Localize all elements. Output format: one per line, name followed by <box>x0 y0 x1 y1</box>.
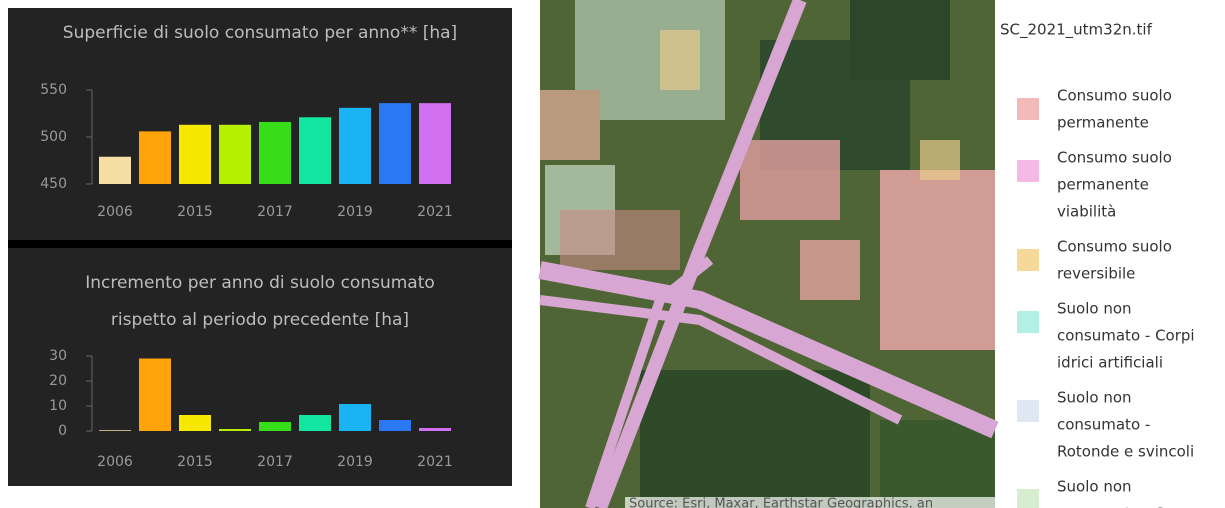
y-tick-label: 450 <box>40 176 67 192</box>
road <box>585 256 714 508</box>
built-area <box>740 140 840 220</box>
chart-title: Incremento per anno di suolo consumato <box>85 273 435 293</box>
legend-label: permanente <box>1057 176 1149 194</box>
reversible-area <box>660 30 700 90</box>
field <box>880 420 995 508</box>
bar <box>419 103 451 184</box>
y-tick-label: 10 <box>49 398 67 414</box>
built-area <box>560 210 680 270</box>
bar <box>299 415 331 431</box>
legend-label: Rotonde e svincoli <box>1057 443 1194 461</box>
bar <box>179 124 211 184</box>
bar <box>299 117 331 184</box>
bar <box>379 420 411 431</box>
legend-label: consumato - Serre <box>1057 505 1195 508</box>
x-tick-label: 2017 <box>257 454 293 470</box>
legend-label: idrici artificiali <box>1057 354 1163 372</box>
bar <box>339 107 371 184</box>
bar <box>219 429 251 431</box>
y-tick-label: 20 <box>49 373 67 389</box>
legend-label: Suolo non <box>1057 478 1132 496</box>
legend-label: viabilità <box>1057 203 1116 221</box>
legend-label: permanente <box>1057 114 1149 132</box>
legend-label: Suolo non <box>1057 389 1132 407</box>
x-tick-label: 2019 <box>337 454 373 470</box>
legend-swatch <box>1017 249 1039 271</box>
map: Source: Esri, Maxar, Earthstar Geographi… <box>538 0 999 508</box>
x-tick-label: 2006 <box>97 204 133 220</box>
bar <box>219 124 251 184</box>
legend-swatch <box>1017 489 1039 508</box>
built-area <box>800 240 860 300</box>
legend-layer: SC_2021_utm32n.tif <box>1000 21 1153 40</box>
legend-label: consumato - <box>1057 416 1150 434</box>
y-tick-label: 30 <box>49 348 67 364</box>
legend-label: Consumo suolo <box>1057 87 1172 105</box>
legend-swatch <box>1017 400 1039 422</box>
x-tick-label: 2017 <box>257 204 293 220</box>
field <box>640 370 870 508</box>
legend-label: Consumo suolo <box>1057 238 1172 256</box>
reversible-area <box>920 140 960 180</box>
bar <box>419 428 451 431</box>
legend-label: reversibile <box>1057 265 1135 283</box>
bar <box>259 422 291 431</box>
built-area <box>880 170 995 350</box>
x-tick-label: 2015 <box>177 204 213 220</box>
bar <box>139 358 171 431</box>
x-tick-label: 2021 <box>417 454 453 470</box>
bar <box>99 430 131 431</box>
y-tick-label: 550 <box>40 82 67 98</box>
map-attribution: Source: Esri, Maxar, Earthstar Geographi… <box>629 497 933 508</box>
y-tick-label: 0 <box>58 423 67 439</box>
legend-swatch <box>1017 160 1039 182</box>
bar <box>259 121 291 184</box>
road <box>593 0 807 508</box>
bar <box>379 103 411 184</box>
bar <box>99 156 131 184</box>
road <box>539 295 903 425</box>
legend-swatch <box>1017 98 1039 120</box>
road <box>538 261 999 439</box>
field <box>540 90 600 160</box>
attribution-bg <box>625 497 995 508</box>
panel-divider <box>8 240 512 248</box>
legend-swatch <box>1017 311 1039 333</box>
legend-label: Consumo suolo <box>1057 149 1172 167</box>
chart-title: Superficie di suolo consumato per anno**… <box>63 23 457 43</box>
chart-title: rispetto al periodo precedente [ha] <box>111 310 409 330</box>
bar <box>139 131 171 184</box>
y-tick-label: 500 <box>40 129 67 145</box>
bar <box>339 404 371 431</box>
x-tick-label: 2021 <box>417 204 453 220</box>
x-tick-label: 2015 <box>177 454 213 470</box>
legend-label: Suolo non <box>1057 300 1132 318</box>
bar <box>179 415 211 431</box>
x-tick-label: 2019 <box>337 204 373 220</box>
x-tick-label: 2006 <box>97 454 133 470</box>
field <box>850 0 950 80</box>
legend-label: consumato - Corpi <box>1057 327 1195 345</box>
